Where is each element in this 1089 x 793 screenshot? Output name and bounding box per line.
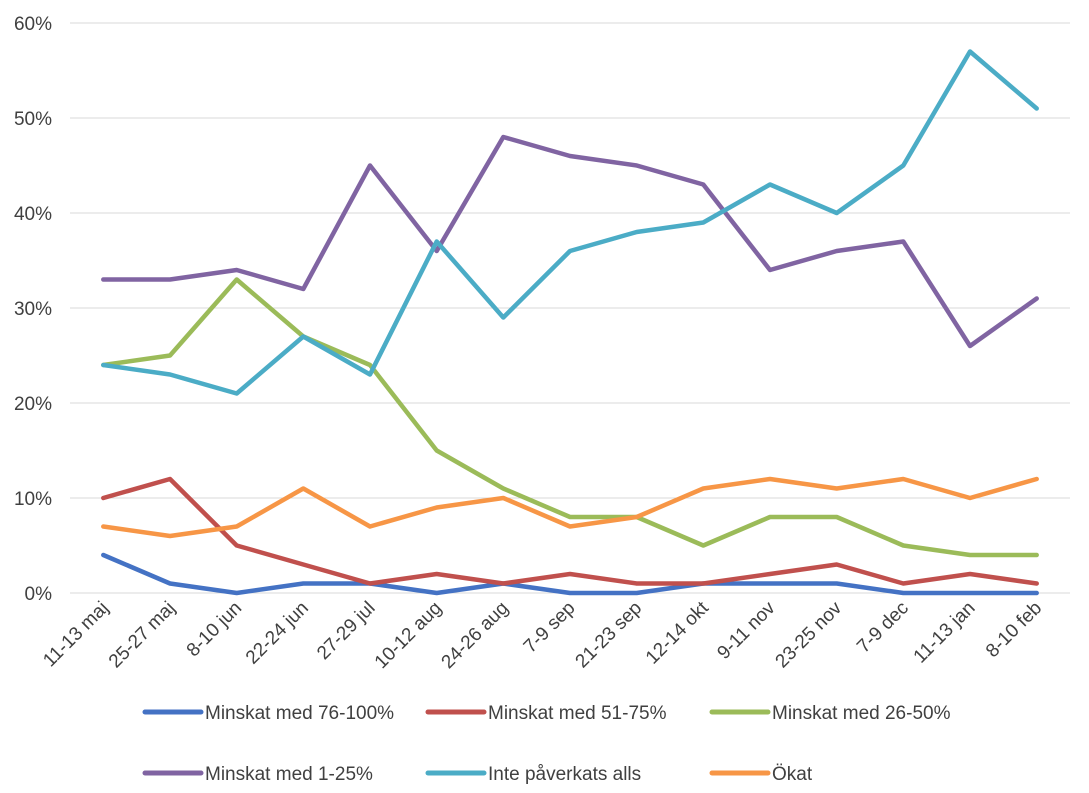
y-tick-label: 10% xyxy=(14,489,52,510)
x-tick-label: 7-9 sep xyxy=(520,598,580,658)
series-line-5 xyxy=(101,49,1039,396)
series-line-6 xyxy=(101,476,1039,539)
legend-label: Minskat med 76-100% xyxy=(205,703,394,724)
legend-item: Inte påverkats alls xyxy=(425,764,641,785)
legend-item: Minskat med 1-25% xyxy=(142,764,373,785)
x-tick-label: 9-11 nov xyxy=(713,597,779,663)
legend-label: Ökat xyxy=(772,764,813,785)
y-axis-tick-labels: 0% 10% 20% 30% 40% 50% 60% xyxy=(14,14,52,605)
x-tick-label: 12-14 okt xyxy=(642,597,713,668)
legend-label: Minskat med 1-25% xyxy=(205,764,373,785)
legend: Minskat med 76-100% Minskat med 51-75% Min… xyxy=(142,703,951,785)
legend-item: Minskat med 51-75% xyxy=(425,703,667,724)
legend-label: Inte påverkats alls xyxy=(488,764,641,785)
x-tick-label: 11-13 maj xyxy=(39,598,113,672)
y-tick-label: 60% xyxy=(14,14,52,35)
legend-item: Minskat med 26-50% xyxy=(709,703,951,724)
x-tick-label: 21-23 sep xyxy=(572,598,647,673)
gridlines xyxy=(70,22,1070,594)
y-tick-label: 0% xyxy=(25,584,53,605)
x-tick-label: 27-29 jul xyxy=(313,598,379,664)
legend-item: Ökat xyxy=(709,764,813,785)
legend-label: Minskat med 51-75% xyxy=(488,703,667,724)
legend-item: Minskat med 76-100% xyxy=(142,703,394,724)
x-tick-label: 25-27 maj xyxy=(105,598,180,673)
y-tick-label: 20% xyxy=(14,394,52,415)
x-tick-label: 23-25 nov xyxy=(772,597,847,672)
x-tick-label: 11-13 jan xyxy=(910,598,980,668)
series-line-1 xyxy=(101,552,1039,596)
series-line-3 xyxy=(101,277,1039,558)
series-line-4 xyxy=(101,134,1039,349)
y-tick-label: 40% xyxy=(14,204,52,225)
x-tick-label: 7-9 dec xyxy=(853,598,913,658)
y-tick-label: 50% xyxy=(14,109,52,130)
x-tick-label: 24-26 aug xyxy=(438,598,513,673)
x-tick-label: 22-24 jun xyxy=(242,598,313,669)
series-line-2 xyxy=(101,476,1039,586)
series-lines xyxy=(101,49,1039,596)
x-tick-label: 10-12 aug xyxy=(371,598,446,673)
y-tick-label: 30% xyxy=(14,299,52,320)
x-tick-label: 8-10 feb xyxy=(982,598,1046,662)
x-tick-label: 8-10 jun xyxy=(183,598,246,661)
legend-label: Minskat med 26-50% xyxy=(772,703,951,724)
